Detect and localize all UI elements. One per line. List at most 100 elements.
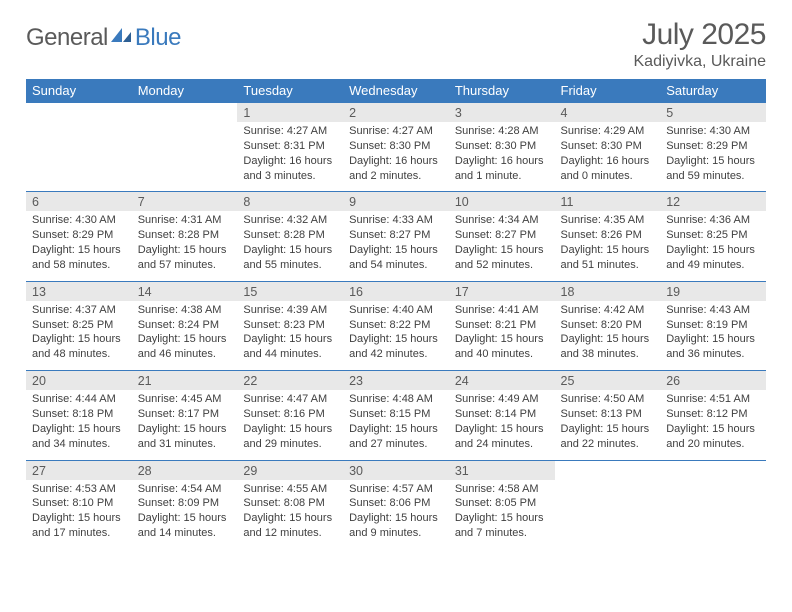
day-number: 27 <box>26 460 132 480</box>
day-number-label: 11 <box>555 192 661 211</box>
sunrise-line: Sunrise: 4:31 AM <box>138 213 232 228</box>
sunset-line: Sunset: 8:28 PM <box>138 228 232 243</box>
weekday-header: Tuesday <box>237 79 343 103</box>
logo-text-general: General <box>26 24 108 52</box>
day-detail: Sunrise: 4:54 AMSunset: 8:09 PMDaylight:… <box>132 480 238 549</box>
day-detail: Sunrise: 4:34 AMSunset: 8:27 PMDaylight:… <box>449 211 555 281</box>
daylight-line: Daylight: 15 hours and 14 minutes. <box>138 511 232 541</box>
day-number: 10 <box>449 192 555 212</box>
day-empty <box>660 460 766 480</box>
day-number: 18 <box>555 281 661 301</box>
sunrise-line: Sunrise: 4:38 AM <box>138 303 232 318</box>
day-empty <box>132 103 238 123</box>
day-number: 28 <box>132 460 238 480</box>
day-detail: Sunrise: 4:55 AMSunset: 8:08 PMDaylight:… <box>237 480 343 549</box>
day-empty <box>555 480 661 549</box>
sunset-line: Sunset: 8:27 PM <box>349 228 443 243</box>
sunrise-line: Sunrise: 4:57 AM <box>349 482 443 497</box>
day-detail: Sunrise: 4:48 AMSunset: 8:15 PMDaylight:… <box>343 390 449 460</box>
day-number: 5 <box>660 103 766 123</box>
day-number: 25 <box>555 371 661 391</box>
sunrise-line: Sunrise: 4:50 AM <box>561 392 655 407</box>
day-number: 9 <box>343 192 449 212</box>
sunrise-line: Sunrise: 4:53 AM <box>32 482 126 497</box>
day-number: 12 <box>660 192 766 212</box>
day-number-label: 12 <box>660 192 766 211</box>
calendar-header-row: SundayMondayTuesdayWednesdayThursdayFrid… <box>26 79 766 103</box>
day-number-label: 8 <box>237 192 343 211</box>
day-number-label: 21 <box>132 371 238 390</box>
day-detail: Sunrise: 4:30 AMSunset: 8:29 PMDaylight:… <box>26 211 132 281</box>
sunset-line: Sunset: 8:06 PM <box>349 496 443 511</box>
calendar-page: General Blue July 2025 Kadiyivka, Ukrain… <box>0 0 792 561</box>
daylight-line: Daylight: 15 hours and 12 minutes. <box>243 511 337 541</box>
sunset-line: Sunset: 8:21 PM <box>455 318 549 333</box>
sunset-line: Sunset: 8:22 PM <box>349 318 443 333</box>
day-detail: Sunrise: 4:41 AMSunset: 8:21 PMDaylight:… <box>449 301 555 371</box>
daylight-line: Daylight: 15 hours and 17 minutes. <box>32 511 126 541</box>
daylight-line: Daylight: 15 hours and 36 minutes. <box>666 332 760 362</box>
daylight-line: Daylight: 15 hours and 42 minutes. <box>349 332 443 362</box>
sunrise-line: Sunrise: 4:55 AM <box>243 482 337 497</box>
sunrise-line: Sunrise: 4:41 AM <box>455 303 549 318</box>
sunset-line: Sunset: 8:17 PM <box>138 407 232 422</box>
day-number: 20 <box>26 371 132 391</box>
sunrise-line: Sunrise: 4:49 AM <box>455 392 549 407</box>
sunrise-line: Sunrise: 4:39 AM <box>243 303 337 318</box>
sunset-line: Sunset: 8:20 PM <box>561 318 655 333</box>
day-number-row: 2728293031 <box>26 460 766 480</box>
day-number-row: 12345 <box>26 103 766 123</box>
day-empty <box>26 103 132 123</box>
day-detail-row: Sunrise: 4:53 AMSunset: 8:10 PMDaylight:… <box>26 480 766 549</box>
day-detail: Sunrise: 4:32 AMSunset: 8:28 PMDaylight:… <box>237 211 343 281</box>
sunrise-line: Sunrise: 4:36 AM <box>666 213 760 228</box>
day-detail: Sunrise: 4:27 AMSunset: 8:30 PMDaylight:… <box>343 122 449 192</box>
day-number-label: 25 <box>555 371 661 390</box>
day-detail: Sunrise: 4:47 AMSunset: 8:16 PMDaylight:… <box>237 390 343 460</box>
day-number-label: 19 <box>660 282 766 301</box>
day-number-row: 6789101112 <box>26 192 766 212</box>
day-number-label: 5 <box>660 103 766 122</box>
day-number: 24 <box>449 371 555 391</box>
daylight-line: Daylight: 15 hours and 24 minutes. <box>455 422 549 452</box>
sunrise-line: Sunrise: 4:44 AM <box>32 392 126 407</box>
sunrise-line: Sunrise: 4:28 AM <box>455 124 549 139</box>
day-number-label: 10 <box>449 192 555 211</box>
day-detail: Sunrise: 4:45 AMSunset: 8:17 PMDaylight:… <box>132 390 238 460</box>
sunrise-line: Sunrise: 4:51 AM <box>666 392 760 407</box>
sunrise-line: Sunrise: 4:54 AM <box>138 482 232 497</box>
day-empty <box>26 122 132 192</box>
day-number: 30 <box>343 460 449 480</box>
sunrise-line: Sunrise: 4:45 AM <box>138 392 232 407</box>
sunset-line: Sunset: 8:10 PM <box>32 496 126 511</box>
day-number-label: 20 <box>26 371 132 390</box>
sunrise-line: Sunrise: 4:32 AM <box>243 213 337 228</box>
daylight-line: Daylight: 15 hours and 31 minutes. <box>138 422 232 452</box>
weekday-header: Saturday <box>660 79 766 103</box>
daylight-line: Daylight: 15 hours and 52 minutes. <box>455 243 549 273</box>
day-detail: Sunrise: 4:36 AMSunset: 8:25 PMDaylight:… <box>660 211 766 281</box>
day-detail: Sunrise: 4:50 AMSunset: 8:13 PMDaylight:… <box>555 390 661 460</box>
day-detail: Sunrise: 4:31 AMSunset: 8:28 PMDaylight:… <box>132 211 238 281</box>
day-number-label: 16 <box>343 282 449 301</box>
day-number: 21 <box>132 371 238 391</box>
sunset-line: Sunset: 8:12 PM <box>666 407 760 422</box>
day-number: 13 <box>26 281 132 301</box>
sunrise-line: Sunrise: 4:47 AM <box>243 392 337 407</box>
day-number: 29 <box>237 460 343 480</box>
sunrise-line: Sunrise: 4:27 AM <box>349 124 443 139</box>
day-detail-row: Sunrise: 4:30 AMSunset: 8:29 PMDaylight:… <box>26 211 766 281</box>
day-number: 4 <box>555 103 661 123</box>
day-detail-row: Sunrise: 4:37 AMSunset: 8:25 PMDaylight:… <box>26 301 766 371</box>
day-number: 2 <box>343 103 449 123</box>
day-detail: Sunrise: 4:35 AMSunset: 8:26 PMDaylight:… <box>555 211 661 281</box>
header: General Blue July 2025 Kadiyivka, Ukrain… <box>26 18 766 71</box>
sunrise-line: Sunrise: 4:42 AM <box>561 303 655 318</box>
day-detail: Sunrise: 4:38 AMSunset: 8:24 PMDaylight:… <box>132 301 238 371</box>
day-number-label: 17 <box>449 282 555 301</box>
day-number-label: 7 <box>132 192 238 211</box>
day-number-label: 2 <box>343 103 449 122</box>
sunrise-line: Sunrise: 4:27 AM <box>243 124 337 139</box>
sunset-line: Sunset: 8:18 PM <box>32 407 126 422</box>
daylight-line: Daylight: 15 hours and 20 minutes. <box>666 422 760 452</box>
